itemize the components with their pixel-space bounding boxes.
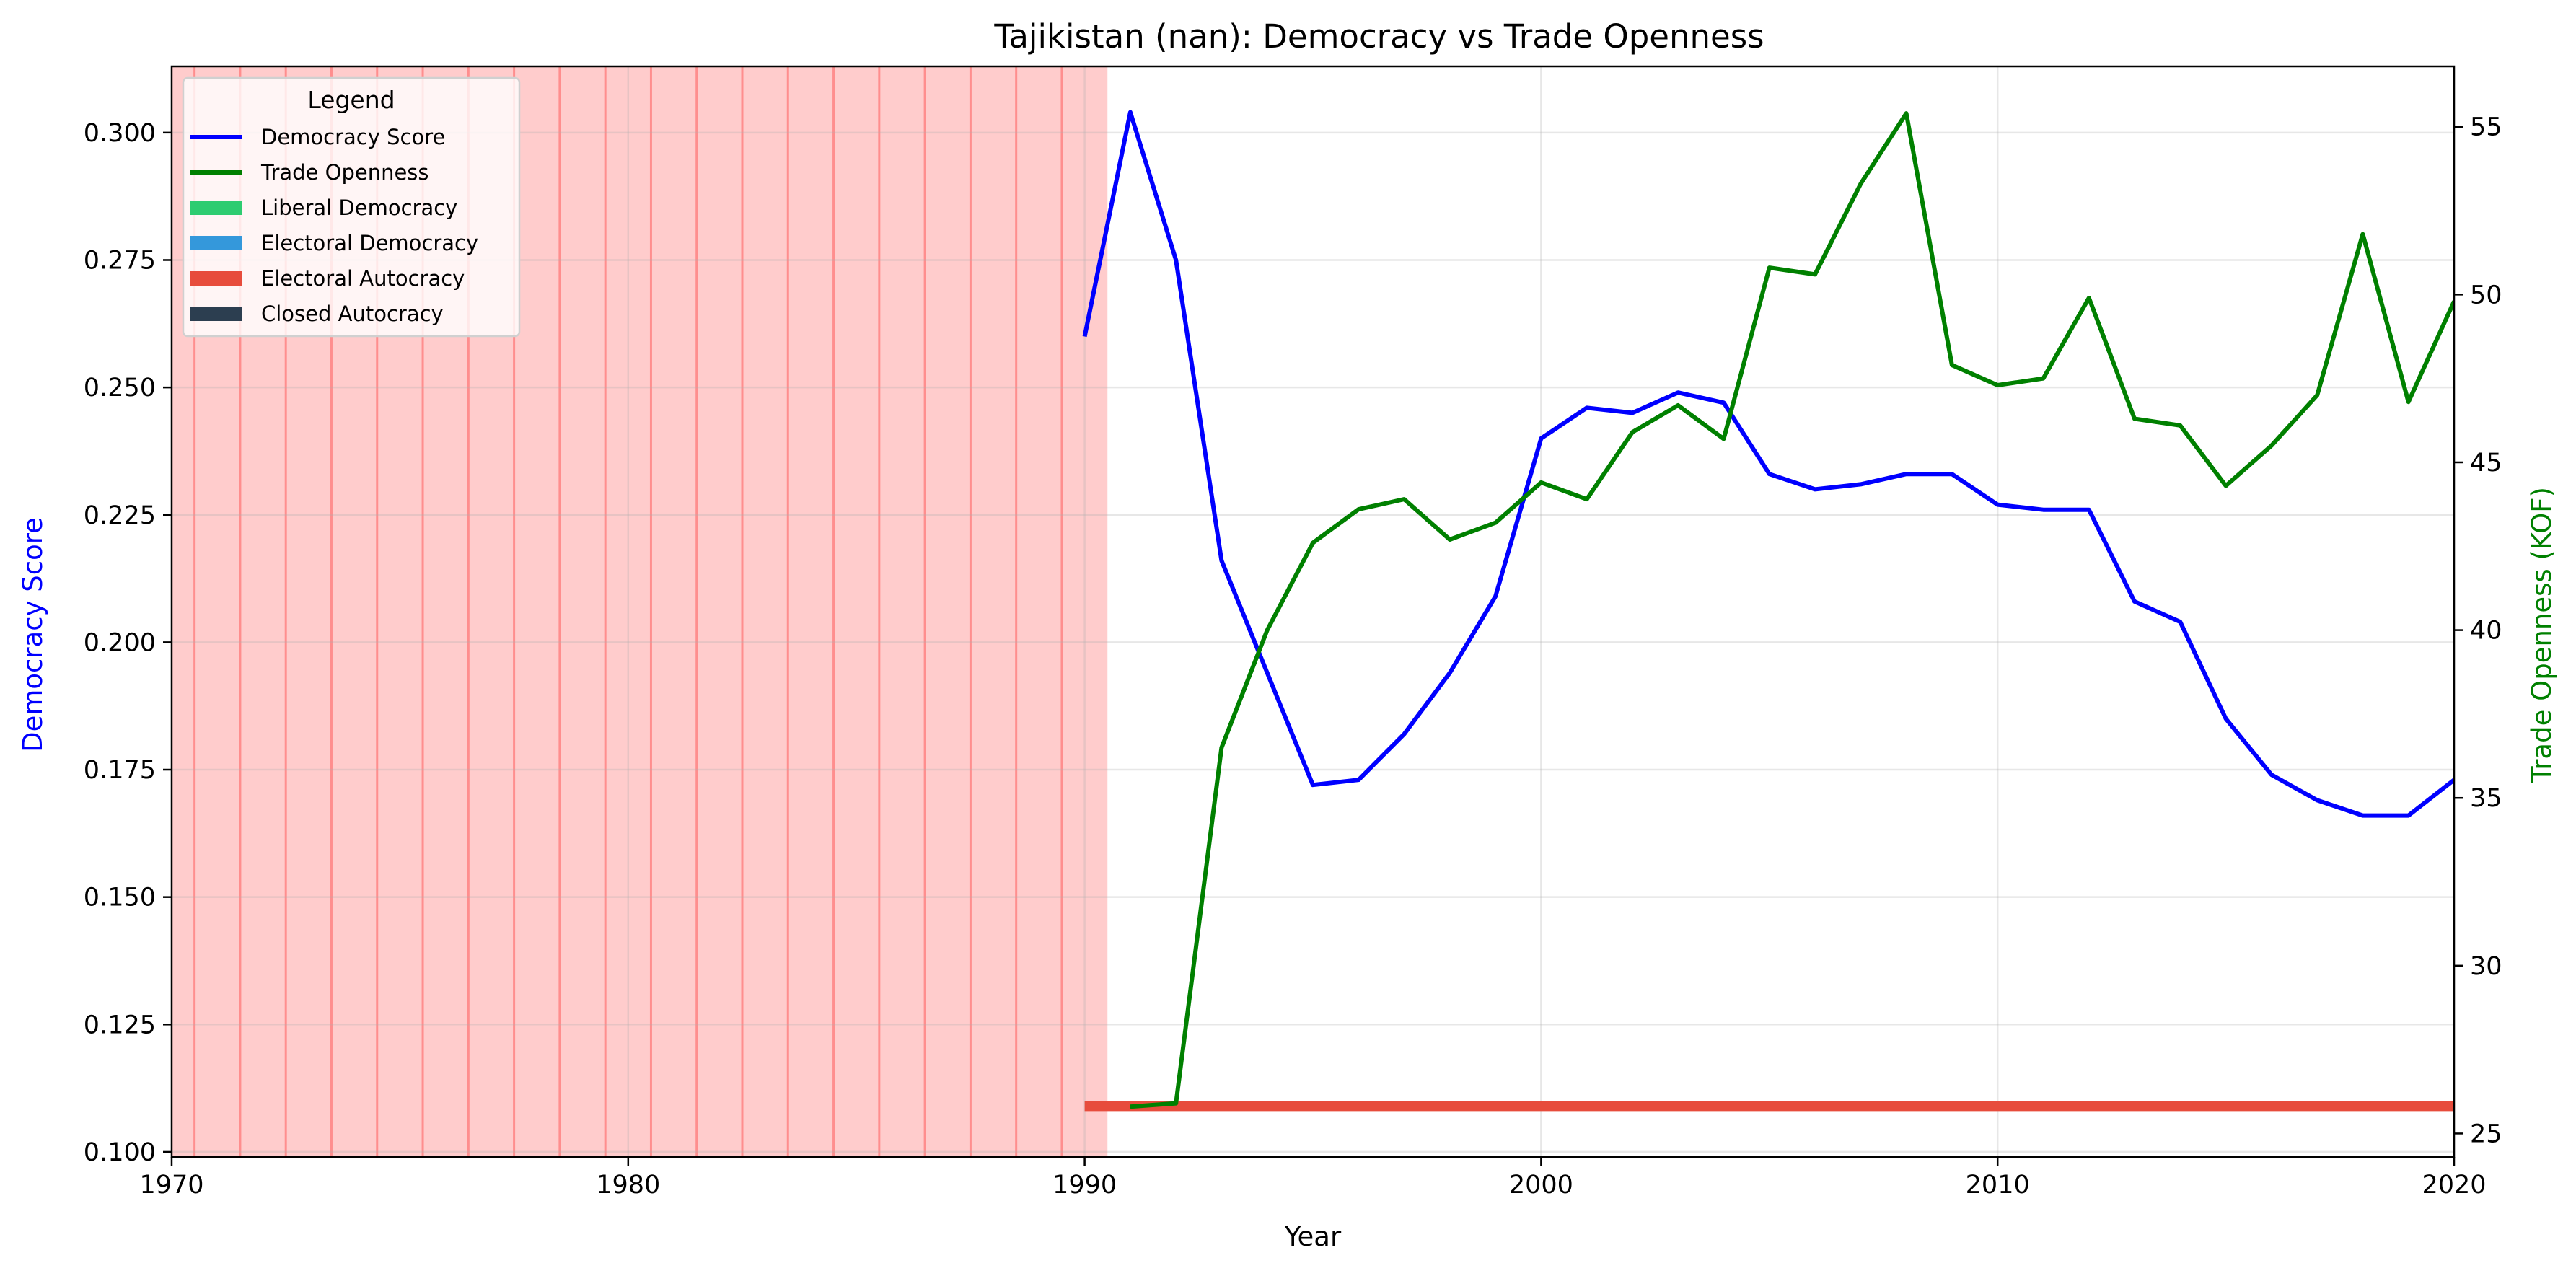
x-tick-label: 1990: [1052, 1171, 1117, 1200]
democracy-score-point: [1723, 402, 1724, 403]
democracy-score-line: [1082, 110, 2454, 818]
trade-openness-point: [2180, 425, 2181, 426]
chart-title: Tajikistan (nan): Democracy vs Trade Ope…: [993, 17, 1764, 56]
trade-openness-point: [2225, 485, 2226, 486]
trade-openness-line: [1130, 111, 2454, 1109]
y-left-tick-label: 0.225: [84, 501, 156, 530]
x-tick-label: 2010: [1966, 1171, 2030, 1200]
trade-openness-point: [1404, 499, 1405, 500]
trade-openness-point: [1586, 499, 1587, 500]
y-left-tick-label: 0.175: [84, 756, 156, 785]
trade-openness-point: [1358, 509, 1359, 510]
democracy-score-point: [1997, 504, 1998, 505]
y-left-tick-label: 0.275: [84, 246, 156, 275]
democracy-score-point: [1449, 672, 1450, 673]
x-tick-label: 1980: [596, 1171, 660, 1200]
democracy-score-point: [2362, 815, 2363, 816]
y-left-tick-label: 0.125: [84, 1011, 156, 1039]
democracy-score-point: [2088, 509, 2089, 510]
y-right-tick-label: 55: [2470, 113, 2502, 142]
x-axis-label: Year: [1284, 1221, 1342, 1252]
y-right-tick-label: 35: [2470, 784, 2502, 813]
x-tick-label: 2020: [2422, 1171, 2486, 1200]
legend-label-electoral-democracy: Electoral Democracy: [261, 231, 478, 255]
democracy-score-point: [2043, 509, 2044, 510]
trade-openness-point: [1313, 542, 1314, 543]
democracy-score-point: [1815, 489, 1816, 490]
democracy-score-point: [1678, 392, 1679, 393]
democracy-score-point: [2408, 815, 2409, 816]
y-right-tick-label: 45: [2470, 449, 2502, 478]
democracy-score-point: [1313, 785, 1314, 786]
legend-label-closed-autocracy: Closed Autocracy: [261, 302, 444, 326]
y-right-tick-label: 25: [2470, 1119, 2502, 1148]
x-tick-label: 2000: [1509, 1171, 1573, 1200]
legend-swatch-closed-autocracy: [190, 307, 242, 321]
y-left-tick-label: 0.100: [84, 1138, 156, 1167]
trade-openness-point: [1860, 183, 1861, 184]
democracy-score-point: [1495, 596, 1496, 597]
trade-openness-point: [1906, 113, 1907, 114]
democracy-score-point: [1860, 484, 1861, 485]
trade-openness-point: [1951, 365, 1952, 366]
x-tick-label: 1970: [139, 1171, 203, 1200]
trade-openness-point: [1449, 539, 1450, 540]
legend-label-liberal-democracy: Liberal Democracy: [261, 195, 457, 220]
trade-openness-point: [2043, 378, 2044, 379]
democracy-score-point: [1906, 474, 1907, 475]
legend-label-electoral-autocracy: Electoral Autocracy: [261, 266, 465, 291]
y-right-tick-label: 40: [2470, 617, 2502, 646]
y-right-tick-label: 30: [2470, 952, 2502, 981]
trade-openness-point: [1176, 1103, 1177, 1104]
democracy-score-point: [2225, 718, 2226, 719]
democracy-score-point: [1084, 336, 1085, 337]
trade-openness-point: [2088, 298, 2089, 299]
legend-title: Legend: [307, 86, 395, 114]
trade-openness-point: [1221, 747, 1222, 748]
legend-swatch-liberal-democracy: [190, 201, 242, 215]
y-right-axis-label: Trade Openness (KOF): [2526, 487, 2557, 783]
trade-openness-point: [1495, 522, 1496, 523]
plot-frame: [170, 65, 2456, 1158]
y-left-tick-label: 0.150: [84, 884, 156, 912]
y-left-tick-label: 0.250: [84, 374, 156, 402]
trade-openness-point: [1815, 274, 1816, 275]
democracy-score-point: [1541, 438, 1542, 439]
democracy-score-point: [1221, 560, 1222, 561]
trade-openness-point: [1997, 384, 1998, 385]
trade-openness-point: [1541, 482, 1542, 483]
legend-box: [182, 76, 521, 338]
democracy-score-point: [2317, 800, 2318, 801]
y-left-tick-label: 0.300: [84, 119, 156, 148]
y-right-tick-label: 50: [2470, 281, 2502, 309]
legend-label-trade-openness: Trade Openness: [260, 160, 429, 185]
trade-openness-point: [2271, 445, 2272, 446]
legend-swatch-electoral-democracy: [190, 236, 242, 250]
y-left-tick-label: 0.200: [84, 628, 156, 657]
democracy-score-point: [1769, 474, 1770, 475]
democracy-score-point: [1951, 474, 1952, 475]
legend-swatch-electoral-autocracy: [190, 271, 242, 286]
y-left-axis-label: Democracy Score: [17, 517, 48, 752]
legend-label-democracy-score: Democracy Score: [261, 125, 445, 149]
